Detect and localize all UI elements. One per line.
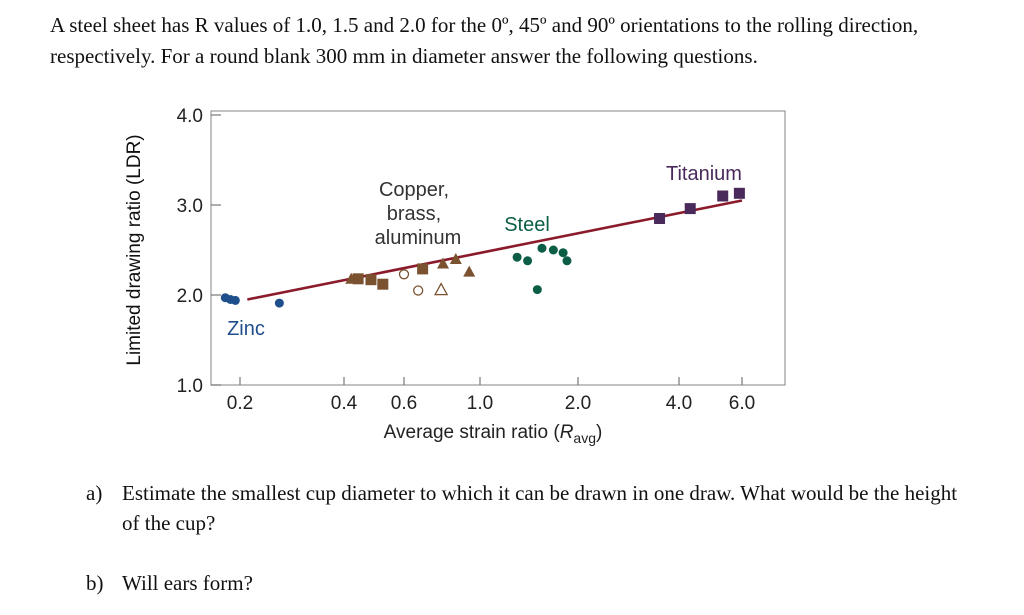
data-point-copper-brass-aluminum-open: [413, 285, 424, 296]
annotation-label: Copper,: [379, 179, 449, 201]
ldr-chart: 1.0 2.0 3.0 4.0 0.2 0.4 0.6 1.0 2.0 4.0 6.0 Zinc C…: [0, 95, 800, 455]
data-point-copper-brass-aluminum: [449, 253, 462, 264]
data-point-copper-brass-aluminum: [437, 257, 450, 269]
data-point-steel: [523, 256, 533, 266]
problem-statement: A steel sheet has R values of 1.0, 1.5 a…: [50, 13, 919, 68]
question-b-label: b): [86, 571, 104, 595]
annotation-label: brass,: [387, 203, 441, 225]
data-point-copper-brass-aluminum-open: [398, 269, 410, 280]
annotation-label: Steel: [504, 214, 550, 236]
annotation-label: Zinc: [227, 318, 265, 340]
y-tick-label: 3.0: [177, 196, 203, 217]
question-a-label: a): [86, 481, 103, 505]
x-tick-label: 1.0: [467, 393, 493, 414]
data-point-titanium: [654, 213, 666, 224]
data-point-copper-brass-aluminum: [463, 265, 476, 277]
question-a-text: Estimate the smallest cup diameter to wh…: [122, 481, 958, 535]
annotation-label: Titanium: [666, 163, 742, 185]
data-point-steel: [532, 285, 542, 295]
data-point-copper-brass-aluminum-open: [434, 282, 449, 296]
x-tick-label: 0.6: [391, 393, 417, 414]
data-point-zinc: [230, 295, 240, 305]
data-point-copper-brass-aluminum: [377, 278, 389, 290]
data-point-zinc: [274, 298, 284, 308]
x-tick-label: 0.4: [331, 393, 358, 414]
x-tick-label: 2.0: [565, 393, 591, 414]
x-axis-label: Average strain ratio (Ravg): [384, 422, 603, 446]
data-point-copper-brass-aluminum: [352, 273, 364, 285]
x-tick-label: 0.2: [227, 393, 253, 414]
data-point-steel: [548, 245, 558, 255]
plot-frame: [210, 110, 786, 386]
data-point-copper-brass-aluminum: [345, 272, 358, 284]
data-point-titanium: [733, 187, 745, 199]
data-point-copper-brass-aluminum: [365, 274, 377, 286]
data-point-titanium: [684, 203, 696, 215]
data-point-steel: [558, 248, 568, 258]
x-tick-label: 4.0: [666, 393, 692, 414]
data-point-steel: [537, 243, 547, 253]
x-tick-label: 6.0: [729, 393, 755, 414]
data-point-titanium: [717, 190, 729, 202]
data-point-steel: [562, 256, 572, 266]
y-tick-label: 1.0: [177, 376, 203, 397]
data-point-steel: [512, 252, 522, 262]
question-b-text: Will ears form?: [122, 571, 253, 595]
chart-svg: 1.0 2.0 3.0 4.0 0.2 0.4 0.6 1.0 2.0 4.0 6.0 Zinc C…: [124, 106, 786, 446]
data-point-copper-brass-aluminum: [417, 263, 429, 275]
y-axis-label: Limited drawing ratio (LDR): [124, 134, 145, 365]
annotation-label: aluminum: [375, 227, 462, 249]
trend-line: [247, 199, 743, 301]
y-tick-label: 2.0: [177, 286, 203, 307]
y-tick-label: 4.0: [177, 106, 203, 127]
